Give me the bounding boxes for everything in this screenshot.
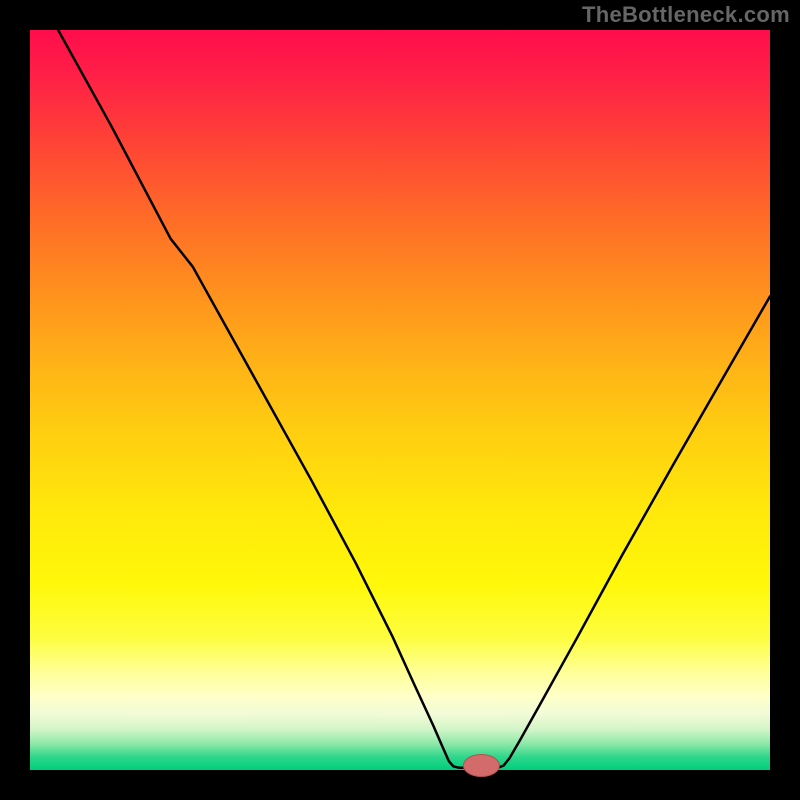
optimal-marker bbox=[463, 755, 499, 777]
watermark-text: TheBottleneck.com bbox=[582, 2, 790, 28]
plot-background bbox=[30, 30, 770, 770]
bottleneck-chart bbox=[0, 0, 800, 800]
chart-container: TheBottleneck.com bbox=[0, 0, 800, 800]
